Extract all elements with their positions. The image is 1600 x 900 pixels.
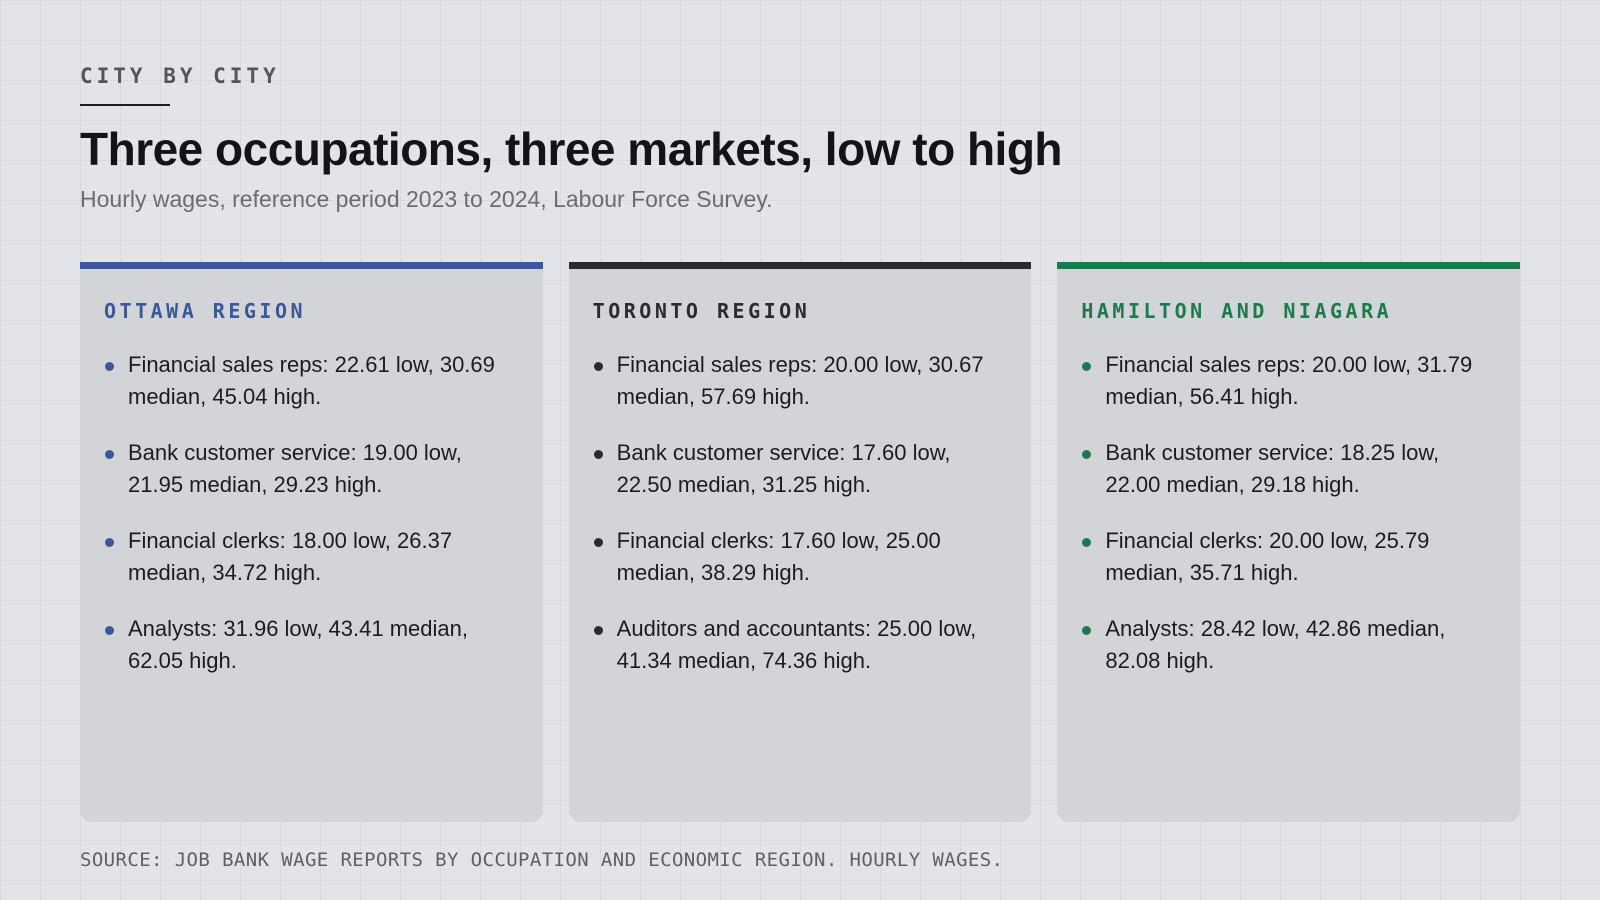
card-hamilton-and-niagara: HAMILTON AND NIAGARA Financial sales rep…: [1057, 262, 1521, 822]
bullet-dot: [1082, 626, 1092, 635]
source-note: SOURCE: JOB BANK WAGE REPORTS BY OCCUPAT…: [80, 849, 1004, 871]
card-ottawa-region: OTTAWA REGION Financial sales reps: 22.6…: [80, 262, 543, 822]
list-item-text: Financial clerks: 17.60 low, 25.00 media…: [616, 528, 941, 585]
list-item-text: Bank customer service: 19.00 low, 21.95 …: [128, 440, 462, 497]
bullet-dot: [593, 450, 603, 459]
list-item-text: Financial sales reps: 20.00 low, 30.67 m…: [616, 352, 984, 409]
list-item: Bank customer service: 18.25 low, 22.00 …: [1081, 437, 1496, 501]
wage-list: Financial sales reps: 22.61 low, 30.69 m…: [104, 349, 519, 677]
list-item-text: Auditors and accountants: 25.00 low, 41.…: [616, 616, 977, 673]
bullet-dot: [1082, 538, 1092, 547]
list-item: Financial sales reps: 20.00 low, 31.79 m…: [1081, 349, 1496, 413]
card-title: OTTAWA REGION: [104, 299, 307, 323]
list-item: Analysts: 28.42 low, 42.86 median, 82.08…: [1081, 613, 1496, 677]
list-item: Financial sales reps: 20.00 low, 30.67 m…: [593, 349, 1008, 413]
list-item: Financial clerks: 18.00 low, 26.37 media…: [104, 525, 519, 589]
region-cards: OTTAWA REGION Financial sales reps: 22.6…: [80, 262, 1521, 822]
list-item-text: Financial sales reps: 22.61 low, 30.69 m…: [128, 352, 495, 409]
page: CITY BY CITY Three occupations, three ma…: [80, 0, 1521, 900]
list-item-text: Financial clerks: 18.00 low, 26.37 media…: [128, 528, 453, 585]
list-item: Auditors and accountants: 25.00 low, 41.…: [593, 613, 1008, 677]
list-item: Financial clerks: 20.00 low, 25.79 media…: [1081, 525, 1496, 589]
card-title: HAMILTON AND NIAGARA: [1081, 299, 1393, 323]
bullet-dot: [105, 362, 114, 371]
wage-list: Financial sales reps: 20.00 low, 31.79 m…: [1081, 349, 1496, 677]
list-item-text: Financial sales reps: 20.00 low, 31.79 m…: [1105, 352, 1473, 409]
bullet-dot: [1082, 362, 1092, 371]
list-item-text: Bank customer service: 18.25 low, 22.00 …: [1105, 440, 1440, 497]
list-item: Bank customer service: 17.60 low, 22.50 …: [593, 437, 1008, 501]
bullet-dot: [105, 450, 114, 459]
page-subtitle: Hourly wages, reference period 2023 to 2…: [80, 186, 773, 212]
list-item: Financial clerks: 17.60 low, 25.00 media…: [593, 525, 1008, 589]
page-title: Three occupations, three markets, low to…: [80, 123, 1063, 175]
list-item-text: Financial clerks: 20.00 low, 25.79 media…: [1105, 528, 1430, 585]
list-item-text: Analysts: 28.42 low, 42.86 median, 82.08…: [1105, 616, 1446, 673]
list-item: Bank customer service: 19.00 low, 21.95 …: [104, 437, 519, 501]
list-item-text: Analysts: 31.96 low, 43.41 median, 62.05…: [128, 616, 468, 673]
bullet-dot: [593, 538, 603, 547]
kicker-underline: [80, 104, 170, 106]
card-title: TORONTO REGION: [592, 299, 811, 323]
list-item-text: Bank customer service: 17.60 low, 22.50 …: [616, 440, 951, 497]
list-item: Analysts: 31.96 low, 43.41 median, 62.05…: [104, 613, 519, 677]
bullet-dot: [593, 362, 603, 371]
section-kicker: CITY BY CITY: [80, 64, 280, 88]
bullet-dot: [105, 538, 114, 547]
wage-list: Financial sales reps: 20.00 low, 30.67 m…: [593, 349, 1008, 677]
bullet-dot: [593, 626, 603, 635]
bullet-dot: [1082, 450, 1092, 459]
card-toronto-region: TORONTO REGION Financial sales reps: 20.…: [568, 262, 1032, 822]
list-item: Financial sales reps: 22.61 low, 30.69 m…: [104, 349, 519, 413]
bullet-dot: [105, 626, 114, 635]
